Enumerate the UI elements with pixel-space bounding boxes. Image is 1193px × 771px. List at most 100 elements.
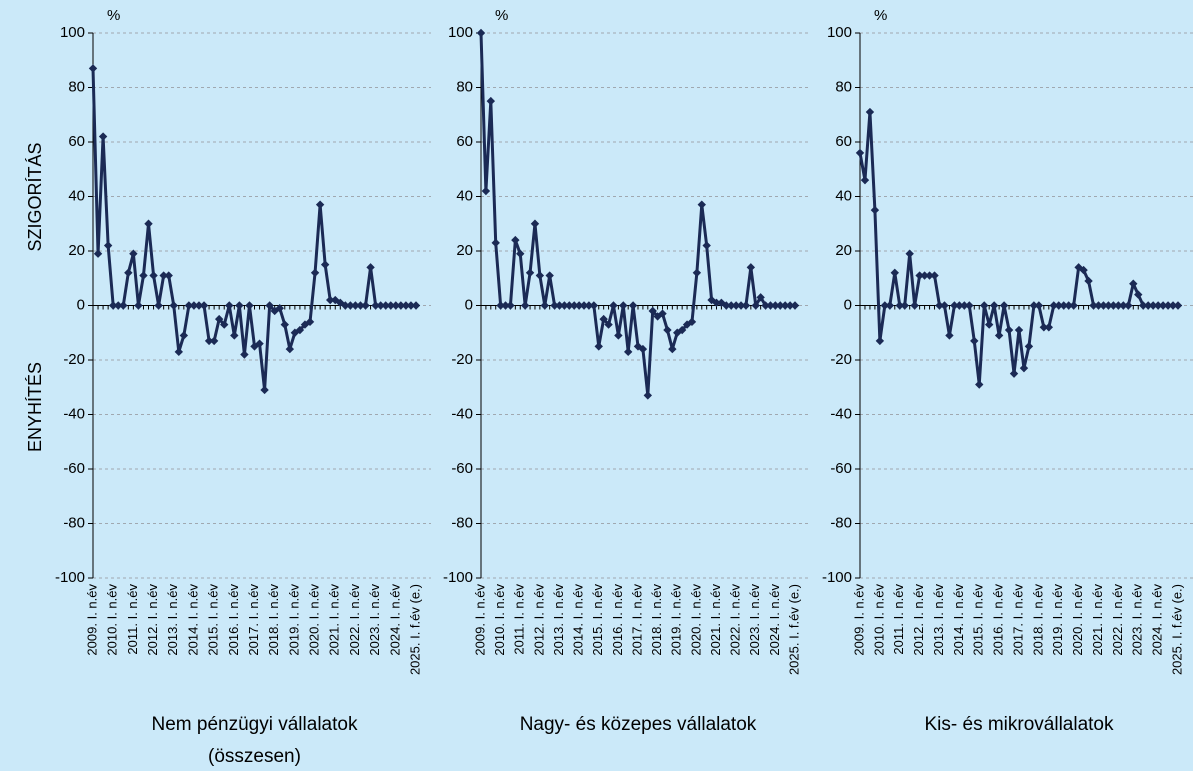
marker <box>341 301 350 310</box>
marker <box>149 271 158 280</box>
marker <box>638 344 648 354</box>
marker <box>351 301 360 310</box>
marker <box>780 301 790 310</box>
marker <box>235 301 244 310</box>
marker <box>1143 301 1153 310</box>
marker <box>1168 301 1178 310</box>
x-tick-label: 2014. I. n.év <box>185 584 200 656</box>
marker <box>326 295 335 305</box>
marker <box>361 301 370 310</box>
y-tick-label: -20 <box>451 351 473 368</box>
marker <box>940 301 949 310</box>
x-tick-label: 2022. I. n.év <box>728 584 743 656</box>
marker <box>88 64 98 73</box>
x-tick-label: 2010. I. n.év <box>492 584 507 656</box>
x-tick-label: 2025. I. f.év (e.) <box>407 584 422 675</box>
marker <box>722 301 731 310</box>
marker <box>555 301 564 310</box>
marker <box>751 301 760 310</box>
marker <box>511 235 520 245</box>
marker <box>776 301 785 310</box>
x-tick-label: 2009. I. n.év <box>84 584 99 656</box>
marker <box>999 301 1009 310</box>
marker <box>1054 301 1063 310</box>
marker <box>1173 301 1183 310</box>
marker <box>386 301 395 310</box>
x-tick-label: 2019. I. n.év <box>286 584 301 656</box>
marker <box>381 301 390 310</box>
x-tick-label: 2010. I. n.év <box>105 584 120 656</box>
marker <box>1158 301 1168 310</box>
x-tick-label: 2020. I. n.év <box>1070 584 1085 656</box>
marker <box>506 301 515 310</box>
marker <box>1109 301 1118 310</box>
marker <box>746 263 756 272</box>
y-tick-label: 60 <box>456 133 473 150</box>
marker <box>1153 301 1163 310</box>
x-tick-label: 2014. I. n.év <box>951 584 966 656</box>
marker <box>545 271 554 280</box>
marker <box>406 301 416 310</box>
y-tick-label: 40 <box>68 187 85 204</box>
marker <box>225 301 234 310</box>
marker <box>194 301 204 310</box>
marker <box>1104 301 1113 310</box>
marker <box>565 301 574 310</box>
marker <box>865 107 875 117</box>
marker <box>530 219 540 228</box>
marker <box>890 268 899 277</box>
marker <box>1069 301 1078 310</box>
marker <box>1129 279 1138 288</box>
marker <box>295 325 305 335</box>
x-tick-label: 2018. I. n.év <box>649 584 664 656</box>
marker <box>204 336 214 346</box>
y-tick-label: 0 <box>465 296 473 313</box>
marker <box>905 249 914 258</box>
x-tick-label: 2014. I. n.év <box>571 584 586 656</box>
marker <box>945 331 954 340</box>
series-line <box>91 68 416 392</box>
marker <box>98 132 108 141</box>
marker <box>285 344 295 354</box>
x-tick-label: 2019. I. n.év <box>669 584 684 656</box>
marker <box>93 249 103 258</box>
unit-label: % <box>874 7 887 24</box>
marker <box>179 331 189 340</box>
unit-label: % <box>107 7 120 24</box>
marker <box>955 301 964 310</box>
marker <box>570 301 579 310</box>
x-tick-label: 2022. I. n.év <box>1110 584 1125 656</box>
y-tick-label: 40 <box>456 187 473 204</box>
panel-title: Kis- és mikrovállalatok <box>925 714 1114 735</box>
marker <box>619 301 628 310</box>
marker <box>741 301 751 310</box>
marker <box>785 301 795 310</box>
marker <box>159 271 168 280</box>
marker <box>1134 290 1143 299</box>
marker <box>609 301 618 310</box>
marker <box>346 301 355 310</box>
marker <box>1039 323 1049 332</box>
marker <box>989 301 999 310</box>
marker <box>1114 301 1123 310</box>
marker <box>766 301 775 310</box>
marker <box>124 268 133 277</box>
y-tick-label: -20 <box>830 351 852 368</box>
marker <box>560 301 569 310</box>
marker <box>599 314 608 324</box>
x-tick-label: 2013. I. n.év <box>165 584 180 656</box>
x-tick-label: 2015. I. n.év <box>206 584 221 656</box>
marker <box>305 317 315 327</box>
marker <box>1094 301 1103 310</box>
marker <box>885 301 895 310</box>
marker <box>930 271 939 280</box>
x-tick-label: 2023. I. n.év <box>747 584 762 656</box>
marker <box>134 301 143 310</box>
marker <box>1024 342 1034 351</box>
marker <box>950 301 959 310</box>
x-tick-label: 2016. I. n.év <box>226 584 241 656</box>
x-tick-label: 2013. I. n.év <box>551 584 566 656</box>
marker <box>280 320 289 329</box>
